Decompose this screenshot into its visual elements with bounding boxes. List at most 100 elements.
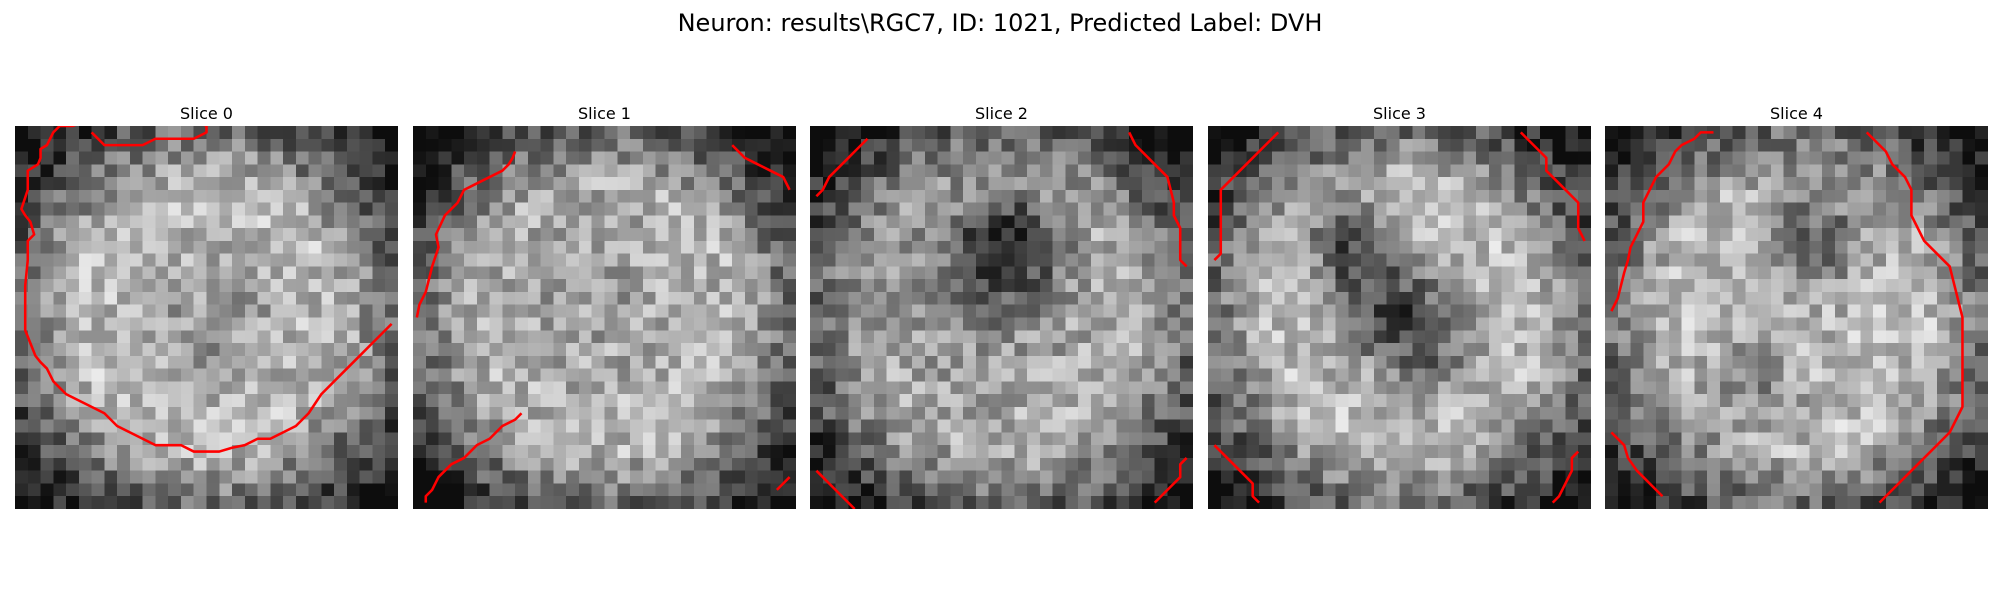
image-pixel xyxy=(1962,420,1975,433)
image-pixel xyxy=(719,483,732,496)
image-pixel xyxy=(1246,254,1259,267)
image-pixel xyxy=(1078,190,1091,203)
image-pixel xyxy=(1040,483,1053,496)
image-pixel xyxy=(296,394,309,407)
image-pixel xyxy=(1937,394,1950,407)
image-pixel xyxy=(181,330,194,343)
image-pixel xyxy=(515,305,528,318)
image-pixel xyxy=(732,381,745,394)
image-pixel xyxy=(566,215,579,228)
image-pixel xyxy=(1950,369,1963,382)
image-pixel xyxy=(347,343,360,356)
image-pixel xyxy=(694,126,707,139)
image-pixel xyxy=(1361,318,1374,331)
image-pixel xyxy=(321,471,334,484)
image-pixel xyxy=(1784,279,1797,292)
image-pixel xyxy=(553,241,566,254)
image-pixel xyxy=(1014,126,1027,139)
slice-panel-1: Slice 1 xyxy=(413,104,796,509)
image-pixel xyxy=(681,432,694,445)
image-pixel xyxy=(1553,471,1566,484)
image-pixel xyxy=(668,496,681,509)
image-pixel xyxy=(1489,139,1502,152)
image-pixel xyxy=(1565,496,1578,509)
image-pixel xyxy=(1745,356,1758,369)
image-pixel xyxy=(1745,483,1758,496)
image-pixel xyxy=(232,164,245,177)
image-pixel xyxy=(810,407,823,420)
image-pixel xyxy=(541,190,554,203)
image-pixel xyxy=(117,177,130,190)
image-pixel xyxy=(1962,190,1975,203)
image-pixel xyxy=(643,139,656,152)
image-pixel xyxy=(643,305,656,318)
image-pixel xyxy=(1962,483,1975,496)
image-pixel xyxy=(104,432,117,445)
image-pixel xyxy=(1297,407,1310,420)
image-pixel xyxy=(1053,228,1066,241)
image-pixel xyxy=(1065,126,1078,139)
image-pixel xyxy=(887,420,900,433)
image-pixel xyxy=(617,432,630,445)
image-pixel xyxy=(810,241,823,254)
image-pixel xyxy=(321,420,334,433)
image-pixel xyxy=(1618,139,1631,152)
image-pixel xyxy=(1975,369,1988,382)
image-pixel xyxy=(732,126,745,139)
image-pixel xyxy=(194,381,207,394)
image-pixel xyxy=(92,152,105,165)
image-pixel xyxy=(1860,458,1873,471)
image-pixel xyxy=(1361,266,1374,279)
image-pixel xyxy=(1374,343,1387,356)
image-pixel xyxy=(477,343,490,356)
image-pixel xyxy=(1463,330,1476,343)
image-pixel xyxy=(194,266,207,279)
image-pixel xyxy=(963,445,976,458)
image-pixel xyxy=(1272,279,1285,292)
image-pixel xyxy=(1221,215,1234,228)
image-pixel xyxy=(1361,177,1374,190)
image-pixel xyxy=(1323,432,1336,445)
image-pixel xyxy=(413,139,426,152)
image-pixel xyxy=(1246,407,1259,420)
image-pixel xyxy=(1771,471,1784,484)
image-pixel xyxy=(823,279,836,292)
image-pixel xyxy=(1053,471,1066,484)
image-pixel xyxy=(566,496,579,509)
image-pixel xyxy=(360,190,373,203)
image-pixel xyxy=(1797,241,1810,254)
image-pixel xyxy=(643,215,656,228)
image-pixel xyxy=(1911,394,1924,407)
image-pixel xyxy=(1835,356,1848,369)
image-pixel xyxy=(1771,496,1784,509)
image-pixel xyxy=(464,292,477,305)
image-pixel xyxy=(783,420,796,433)
image-pixel xyxy=(1297,177,1310,190)
image-pixel xyxy=(836,369,849,382)
image-pixel xyxy=(53,190,66,203)
image-pixel xyxy=(1208,394,1221,407)
image-pixel xyxy=(451,407,464,420)
image-pixel xyxy=(848,279,861,292)
image-pixel xyxy=(181,152,194,165)
image-pixel xyxy=(270,292,283,305)
slice-panel-2: Slice 2 xyxy=(810,104,1193,509)
image-pixel xyxy=(643,343,656,356)
image-pixel xyxy=(899,228,912,241)
image-pixel xyxy=(502,203,515,216)
image-pixel xyxy=(296,343,309,356)
image-pixel xyxy=(117,330,130,343)
image-pixel xyxy=(643,126,656,139)
image-pixel xyxy=(783,215,796,228)
image-pixel xyxy=(1142,126,1155,139)
image-pixel xyxy=(874,152,887,165)
image-pixel xyxy=(334,445,347,458)
image-pixel xyxy=(385,381,398,394)
image-pixel xyxy=(1040,356,1053,369)
image-pixel xyxy=(347,139,360,152)
image-pixel xyxy=(1208,305,1221,318)
image-pixel xyxy=(758,483,771,496)
image-pixel xyxy=(1707,266,1720,279)
image-pixel xyxy=(451,241,464,254)
image-pixel xyxy=(117,407,130,420)
